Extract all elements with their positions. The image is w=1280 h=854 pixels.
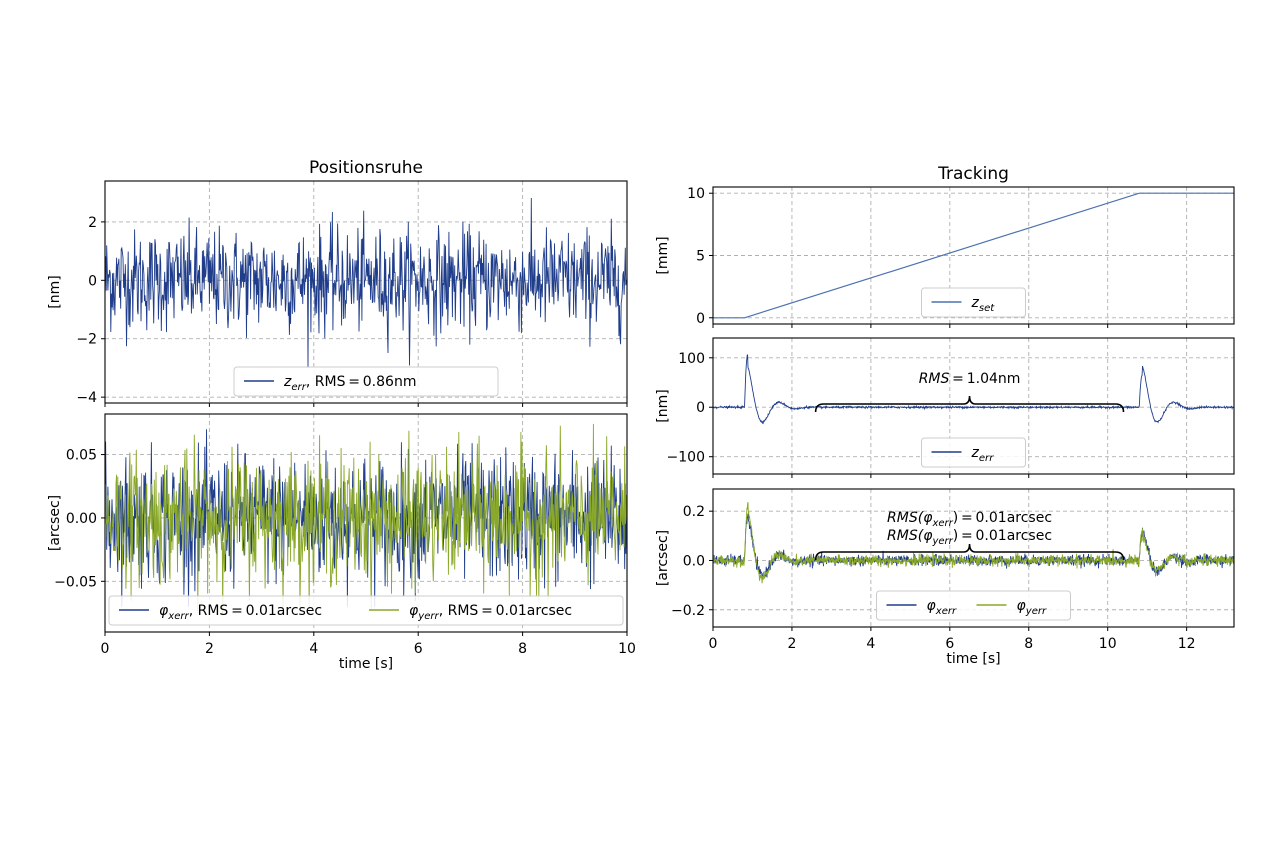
legend-box xyxy=(921,287,1026,318)
y-tick-label: 10 xyxy=(687,186,705,202)
legend: φxerr φyerr xyxy=(876,590,1071,621)
chart-panel-pos_phi: 0.05 0.00 −0.05 0 2 4 6 8 10 [arcsec] time [s] φxer… xyxy=(47,413,636,672)
series-line-err xyxy=(105,197,627,368)
x-axis-label: time [s] xyxy=(339,656,393,672)
series-line-yerr xyxy=(713,502,1234,584)
plot-frame xyxy=(712,488,1235,628)
y-tick-label: 5 xyxy=(696,249,705,265)
y-axis-label: [arcsec] xyxy=(47,495,63,551)
y-axis-label: [mm] xyxy=(655,236,671,274)
legend: zerr xyxy=(921,437,1026,468)
y-tick-label: 0.2 xyxy=(683,504,705,520)
legend-box xyxy=(876,590,1071,621)
chart-title: Positionsruhe xyxy=(309,158,423,178)
legend-box xyxy=(108,595,624,626)
x-tick-label: 8 xyxy=(1024,636,1033,652)
y-tick-label: 0.00 xyxy=(66,511,97,527)
series-line-yerr xyxy=(105,423,627,616)
x-tick-label: 12 xyxy=(1178,636,1196,652)
series-line-set xyxy=(713,192,1234,319)
legend: zset xyxy=(921,287,1026,318)
legend: φxerr, RMS = 0.01arcsec φyerr, RMS = 0.01… xyxy=(108,595,624,626)
y-tick-label: −0.05 xyxy=(54,574,97,590)
plot-frame xyxy=(712,337,1235,475)
series-line-err xyxy=(713,354,1234,425)
y-axis-label: [nm] xyxy=(47,275,63,308)
x-axis-label: time [s] xyxy=(946,651,1000,667)
y-tick-label: 0 xyxy=(696,311,705,327)
plot-frame xyxy=(104,180,628,404)
chart-panel-track_zerr: 100 0 −100 [nm] zerr RMS = 1.04nm xyxy=(655,337,1235,478)
y-tick-label: −2 xyxy=(76,332,97,348)
legend-label: φxerr, RMS = 0.01arcsec xyxy=(159,603,322,622)
x-tick-label: 4 xyxy=(309,641,318,657)
legend-label: φyerr, RMS = 0.01arcsec xyxy=(409,603,572,622)
y-tick-label: −0.2 xyxy=(671,603,705,619)
y-tick-label: 100 xyxy=(678,351,705,367)
chart-panel-track_z: 10 5 0 [mm] Tracking zset xyxy=(655,164,1235,328)
brace-icon xyxy=(814,395,1125,413)
y-tick-label: −100 xyxy=(667,450,705,466)
chart-panel-pos_z: 2 0 −2 −4 [nm] Positionsruhe zerr, RMS = 0.86n… xyxy=(47,158,628,407)
legend-box xyxy=(921,437,1026,468)
x-tick-label: 2 xyxy=(787,636,796,652)
annotation-line2: RMS(φyerr) = 0.01arcsec xyxy=(887,528,1052,547)
y-tick-label: 0 xyxy=(88,273,97,289)
legend-label: zerr, RMS = 0.86nm xyxy=(283,374,416,393)
chart-title: Tracking xyxy=(937,164,1009,184)
x-tick-label: 6 xyxy=(945,636,954,652)
y-tick-label: 0.0 xyxy=(683,553,705,569)
legend-label: φyerr xyxy=(1017,598,1048,617)
y-tick-label: 2 xyxy=(88,215,97,231)
x-tick-label: 0 xyxy=(101,641,110,657)
y-axis-label: [nm] xyxy=(655,389,671,422)
legend-label: φxerr xyxy=(927,598,958,617)
rms-annotation: RMS = 1.04nm xyxy=(814,371,1125,413)
legend-box xyxy=(233,366,499,397)
y-tick-label: 0 xyxy=(696,400,705,416)
y-tick-label: 0.05 xyxy=(66,448,97,464)
x-tick-label: 2 xyxy=(205,641,214,657)
legend-label: zerr xyxy=(971,445,995,464)
chart-panel-track_phi: 0.2 0.0 −0.2 0 2 4 6 8 10 12 [arcsec] time [s] φxerr… xyxy=(655,488,1235,667)
annotation-line1: RMS(φxerr) = 0.01arcsec xyxy=(887,510,1052,529)
legend-label: zset xyxy=(971,295,996,314)
x-tick-label: 0 xyxy=(709,636,718,652)
x-tick-label: 10 xyxy=(618,641,636,657)
x-tick-label: 10 xyxy=(1099,636,1117,652)
plot-frame xyxy=(104,413,628,633)
legend: zerr, RMS = 0.86nm xyxy=(233,366,499,397)
y-tick-label: −4 xyxy=(76,390,97,406)
x-tick-label: 6 xyxy=(414,641,423,657)
annotation-text: RMS = 1.04nm xyxy=(919,371,1021,387)
y-axis-label: [arcsec] xyxy=(655,530,671,586)
brace-icon xyxy=(814,543,1125,561)
x-tick-label: 4 xyxy=(866,636,875,652)
x-tick-label: 8 xyxy=(518,641,527,657)
